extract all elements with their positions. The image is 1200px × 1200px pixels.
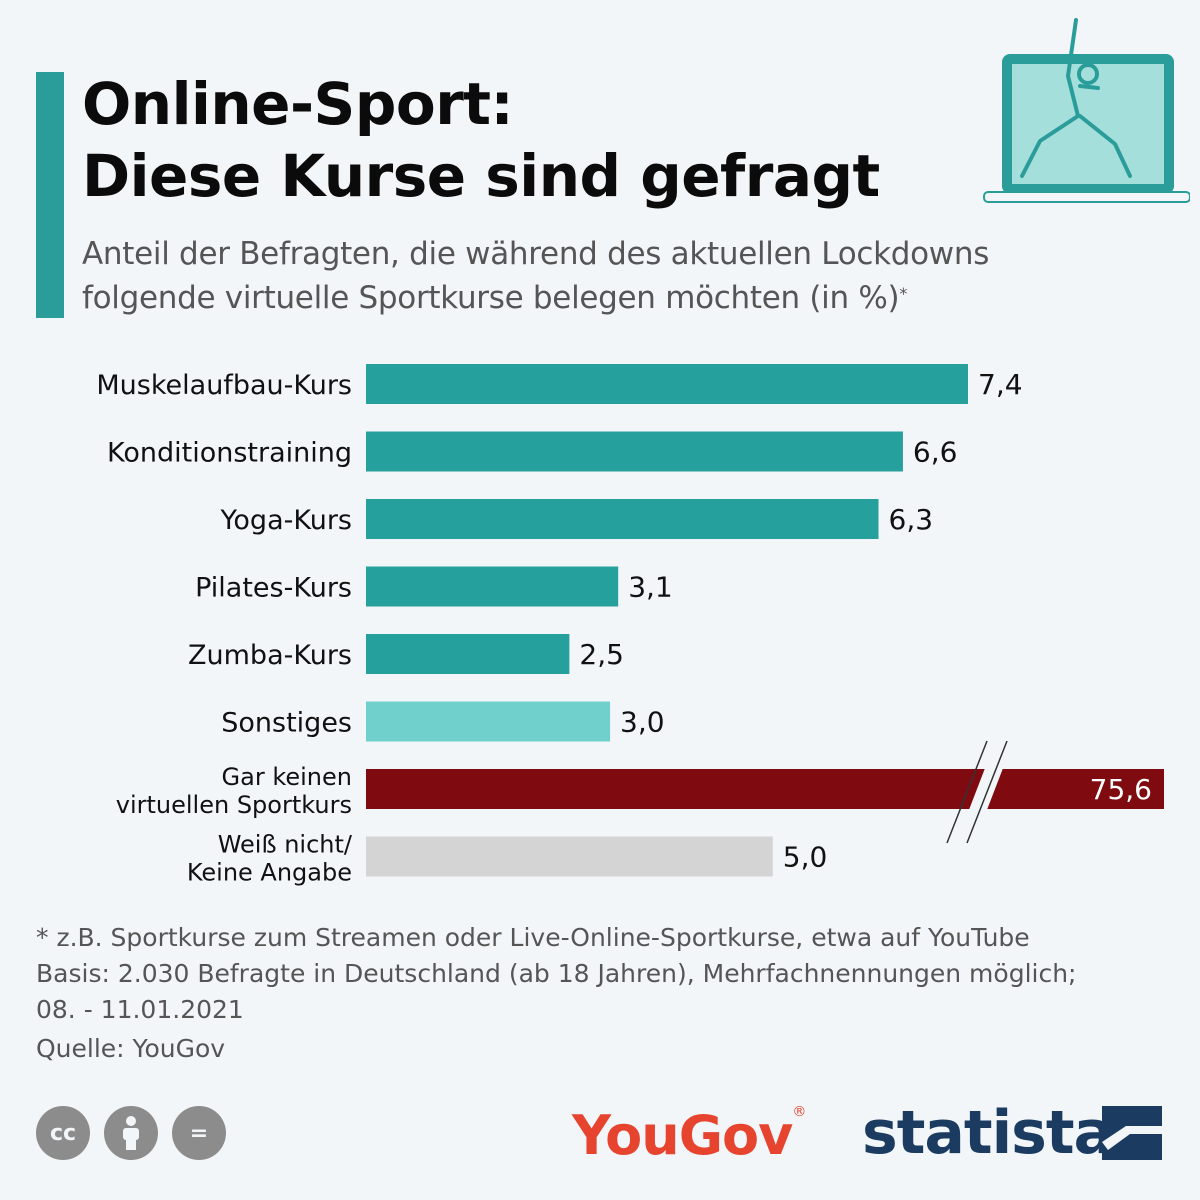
category-label-0: Muskelaufbau-Kurs [96,370,352,401]
license-icons: cc = [36,1106,226,1160]
category-label-6-line-0: Gar keinen [222,763,352,791]
category-label-6-line-1: virtuellen Sportkurs [116,791,352,819]
subtitle-line-2: folgende virtuelle Sportkurse belegen mö… [82,280,900,316]
value-label-5: 3,0 [620,706,665,739]
yougov-logo-text: YouGov [572,1104,793,1167]
attribution-icon[interactable] [104,1106,158,1160]
value-label-7: 5,0 [783,841,828,874]
footnote-line-2: Basis: 2.030 Befragte in Deutschland (ab… [36,959,1077,988]
bar-2 [366,499,879,539]
statista-logo: statista [862,1098,1114,1168]
subtitle-footnote-mark: * [899,284,908,303]
cc-icon[interactable]: cc [36,1106,90,1160]
title-line-1: Online-Sport: [82,70,514,138]
value-label-4: 2,5 [579,638,624,671]
cc-icon-label: cc [49,1120,77,1146]
accent-bar [36,72,64,318]
category-label-7-line-0: Weiß nicht/ [218,831,353,859]
bar-chart: 7,4 Muskelaufbau-Kurs 6,6 Konditionstrainin… [96,364,1164,887]
no-derivatives-icon-label: = [189,1120,209,1146]
title-line-2: Diese Kurse sind gefragt [82,142,880,210]
chart-subtitle: Anteil der Befragten, die während des ak… [82,232,1182,320]
category-label-6: Gar keinen virtuellen Sportkurs [116,763,352,819]
bar-5 [366,701,611,742]
source-note: Quelle: YouGov [36,1034,226,1063]
axis-break-line-1 [946,740,988,844]
category-label-7: Weiß nicht/Keine Angabe [187,831,353,887]
footnote: * z.B. Sportkurse zum Streamen oder Live… [36,920,1176,1028]
value-label-6: 75,6 [1090,773,1152,806]
chart-title: Online-Sport: Diese Kurse sind gefragt [82,68,880,212]
bar-6 [366,769,1164,809]
statista-mark-icon [1102,1106,1162,1160]
value-label-2: 6,3 [889,503,934,536]
category-label-3: Pilates-Kurs [195,573,352,604]
category-label-2: Yoga-Kurs [220,505,353,536]
laptop-yoga-illustration-icon [983,18,1190,203]
bar-3 [366,566,619,607]
value-label-0: 7,4 [978,368,1023,401]
footnote-line-1: * z.B. Sportkurse zum Streamen oder Live… [36,923,1030,952]
bar-0 [366,364,968,404]
bar-7 [366,836,773,877]
category-label-4: Zumba-Kurs [188,640,352,671]
category-label-1: Konditionstraining [107,438,352,469]
subtitle-line-1: Anteil der Befragten, die während des ak… [82,236,990,272]
value-label-3: 3,1 [628,571,673,604]
category-label-5: Sonstiges [221,708,352,739]
subtitle-line-2-wrap: folgende virtuelle Sportkurse belegen mö… [82,276,1182,320]
bar-1 [366,431,903,472]
bar-4 [366,634,570,674]
value-label-1: 6,6 [913,436,958,469]
yougov-logo: YouGov® [572,1104,806,1167]
no-derivatives-icon[interactable]: = [172,1106,226,1160]
footnote-line-3: 08. - 11.01.2021 [36,995,244,1024]
person-icon [123,1116,139,1150]
axis-break-gap [967,763,1005,815]
category-label-7-line-1: Keine Angabe [187,859,352,887]
axis-break-line-2 [966,740,1008,844]
